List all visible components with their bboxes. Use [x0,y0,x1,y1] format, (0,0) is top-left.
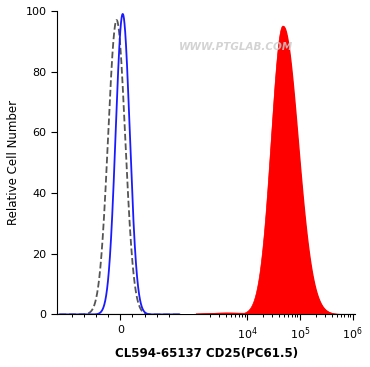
Text: WWW.PTGLAB.COM: WWW.PTGLAB.COM [179,42,293,52]
Bar [181,11,194,315]
Y-axis label: Relative Cell Number: Relative Cell Number [7,100,20,225]
X-axis label: CL594-65137 CD25(PC61.5): CL594-65137 CD25(PC61.5) [115,347,297,360]
